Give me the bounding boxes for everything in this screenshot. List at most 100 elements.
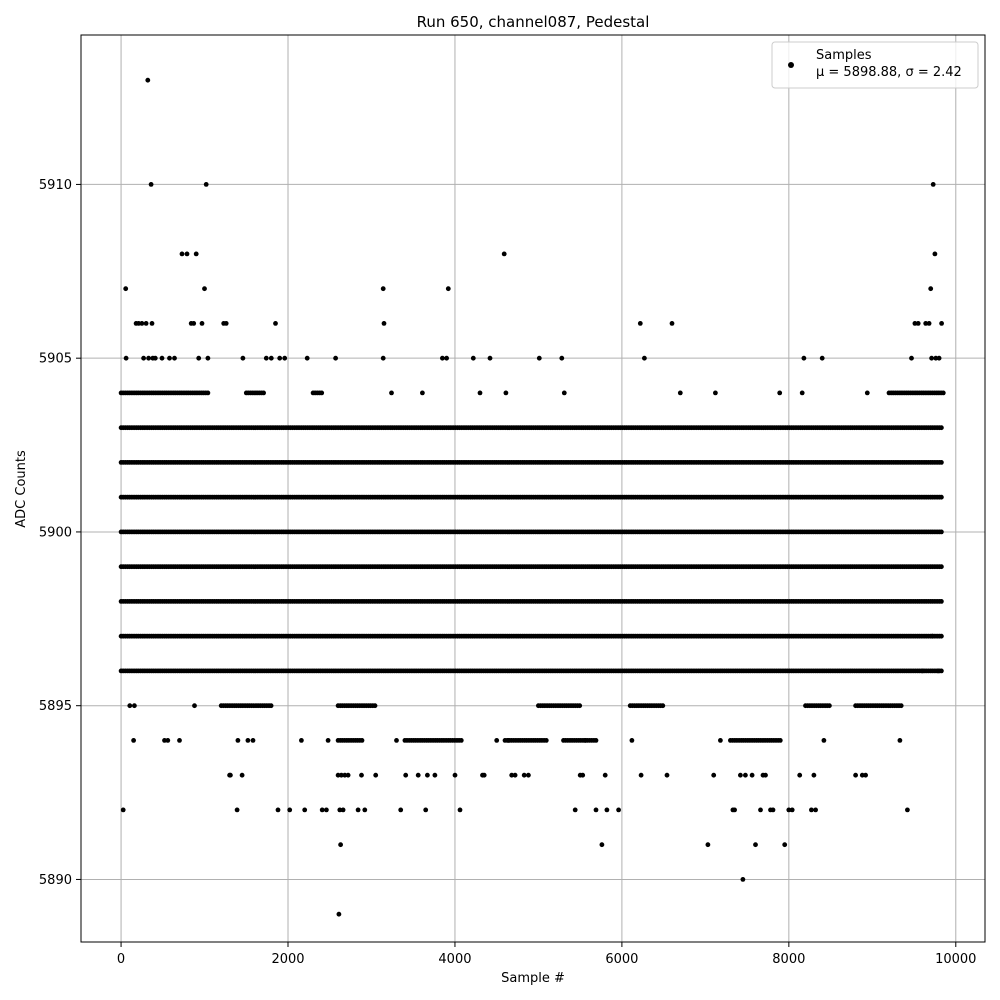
sample-point — [245, 738, 251, 743]
sample-point — [801, 355, 807, 361]
sample-point — [205, 390, 211, 396]
sample-point — [897, 738, 903, 743]
sample-point — [577, 703, 583, 709]
sample-point — [939, 529, 944, 535]
sample-point — [359, 738, 365, 743]
sample-point — [915, 321, 921, 326]
sample-point — [827, 703, 832, 709]
sample-point — [338, 842, 343, 848]
sample-point — [561, 390, 567, 396]
sample-point — [593, 807, 599, 813]
sample-point — [481, 772, 487, 778]
sample-point — [319, 807, 325, 813]
x-tick-label: 8000 — [772, 952, 805, 967]
y-axis-label: ADC Counts — [14, 450, 29, 528]
sample-point — [444, 355, 449, 361]
sample-point — [184, 251, 190, 257]
sample-point — [503, 390, 509, 396]
sample-point — [380, 355, 386, 361]
sample-point — [324, 807, 329, 813]
sample-point — [853, 772, 858, 778]
sample-point — [939, 494, 944, 500]
legend-series-name: Samples — [816, 48, 872, 63]
sample-point — [203, 182, 209, 187]
sample-point — [148, 182, 154, 187]
legend-stats: μ = 5898.88, σ = 2.42 — [816, 65, 962, 80]
sample-point — [132, 703, 137, 709]
sample-point — [123, 286, 129, 292]
sample-point — [629, 738, 635, 743]
sample-point — [770, 807, 776, 813]
sample-point — [711, 772, 717, 778]
sample-point — [939, 425, 944, 431]
sample-point — [340, 807, 346, 813]
sample-point — [139, 321, 145, 326]
sample-point — [580, 772, 586, 778]
sample-point — [250, 738, 256, 743]
sample-point — [234, 807, 240, 813]
sample-point — [228, 772, 233, 778]
sample-point — [753, 842, 758, 848]
sample-point — [939, 321, 944, 326]
sample-point — [333, 355, 338, 361]
sample-point — [777, 738, 783, 743]
sample-point — [159, 355, 165, 361]
sample-point — [905, 807, 910, 813]
x-tick-label: 6000 — [605, 952, 638, 967]
sample-point — [939, 599, 944, 604]
sample-point — [559, 355, 565, 361]
sample-point — [487, 355, 493, 361]
sample-point — [152, 355, 158, 361]
data-points — [118, 77, 946, 917]
sample-point — [470, 355, 476, 361]
sample-point — [642, 355, 647, 361]
sample-point — [763, 772, 768, 778]
sample-point — [131, 738, 137, 743]
sample-point — [637, 321, 643, 326]
sample-point — [930, 182, 936, 187]
sample-point — [898, 703, 904, 709]
sample-point — [304, 355, 310, 361]
sample-point — [930, 633, 935, 639]
sample-point — [677, 390, 683, 396]
legend-marker — [788, 62, 794, 68]
x-tick-label: 2000 — [271, 952, 304, 967]
sample-point — [120, 807, 126, 813]
sample-point — [381, 321, 387, 326]
sample-point — [797, 772, 803, 778]
sample-point — [506, 738, 511, 743]
sample-point — [263, 355, 269, 361]
sample-point — [389, 390, 394, 396]
sample-point — [758, 807, 763, 813]
sample-point — [939, 564, 944, 570]
sample-point — [273, 321, 278, 326]
sample-point — [939, 633, 944, 639]
sample-point — [235, 738, 241, 743]
sample-point — [373, 772, 379, 778]
sample-point — [319, 390, 325, 396]
sample-point — [223, 321, 229, 326]
sample-point — [669, 321, 675, 326]
sample-point — [452, 772, 458, 778]
sample-point — [143, 321, 149, 326]
sample-point — [616, 807, 621, 813]
sample-point — [403, 772, 409, 778]
sample-point — [325, 738, 331, 743]
sample-point — [863, 772, 868, 778]
sample-point — [705, 842, 711, 848]
sample-point — [599, 842, 605, 848]
sample-point — [191, 321, 197, 326]
sample-point — [458, 738, 464, 743]
sample-point — [179, 251, 185, 257]
sample-point — [821, 738, 827, 743]
sample-point — [394, 738, 399, 743]
sample-point — [909, 355, 914, 361]
sample-point — [146, 355, 152, 361]
sample-point — [167, 355, 172, 361]
sample-point — [809, 807, 814, 813]
sample-point — [202, 286, 207, 292]
sample-point — [928, 286, 934, 292]
sample-point — [864, 390, 870, 396]
sample-point — [749, 772, 755, 778]
sample-point — [192, 703, 197, 709]
